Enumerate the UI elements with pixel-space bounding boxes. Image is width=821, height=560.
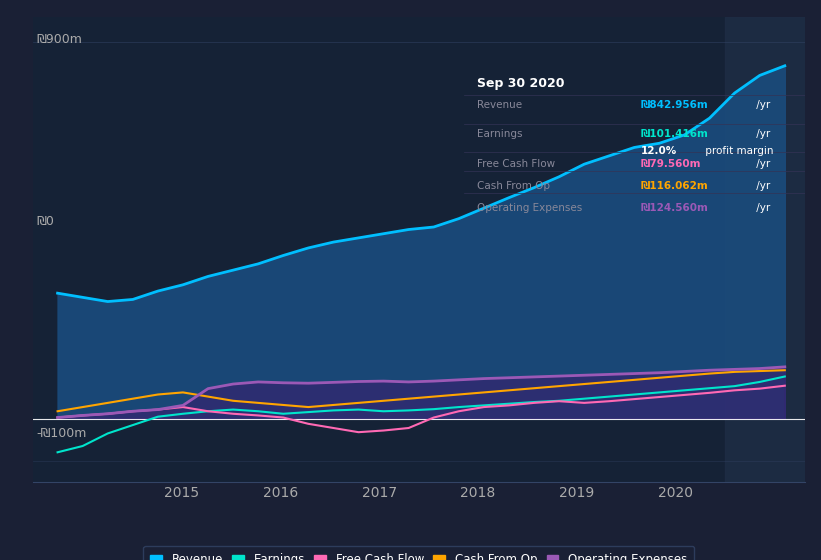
Text: 12.0%: 12.0% xyxy=(641,146,677,156)
Text: ₪116.062m: ₪116.062m xyxy=(641,181,709,191)
Text: Cash From Op: Cash From Op xyxy=(478,181,551,191)
Text: Operating Expenses: Operating Expenses xyxy=(478,203,583,213)
Text: Sep 30 2020: Sep 30 2020 xyxy=(478,77,565,90)
Text: ₪124.560m: ₪124.560m xyxy=(641,203,709,213)
Text: ₪101.416m: ₪101.416m xyxy=(641,129,709,139)
Legend: Revenue, Earnings, Free Cash Flow, Cash From Op, Operating Expenses: Revenue, Earnings, Free Cash Flow, Cash … xyxy=(143,546,695,560)
Text: /yr: /yr xyxy=(754,181,771,191)
Text: ₪0: ₪0 xyxy=(37,215,54,228)
Text: -₪100m: -₪100m xyxy=(37,427,87,440)
Text: Revenue: Revenue xyxy=(478,100,523,110)
Text: profit margin: profit margin xyxy=(702,146,774,156)
Text: /yr: /yr xyxy=(754,100,771,110)
Text: /yr: /yr xyxy=(754,129,771,139)
Bar xyxy=(726,17,805,482)
Text: /yr: /yr xyxy=(754,203,771,213)
Text: ₪842.956m: ₪842.956m xyxy=(641,100,709,110)
Text: Earnings: Earnings xyxy=(478,129,523,139)
Text: /yr: /yr xyxy=(754,159,771,169)
Text: ₪79.560m: ₪79.560m xyxy=(641,159,701,169)
Text: Free Cash Flow: Free Cash Flow xyxy=(478,159,556,169)
Text: ₪900m: ₪900m xyxy=(37,33,83,46)
